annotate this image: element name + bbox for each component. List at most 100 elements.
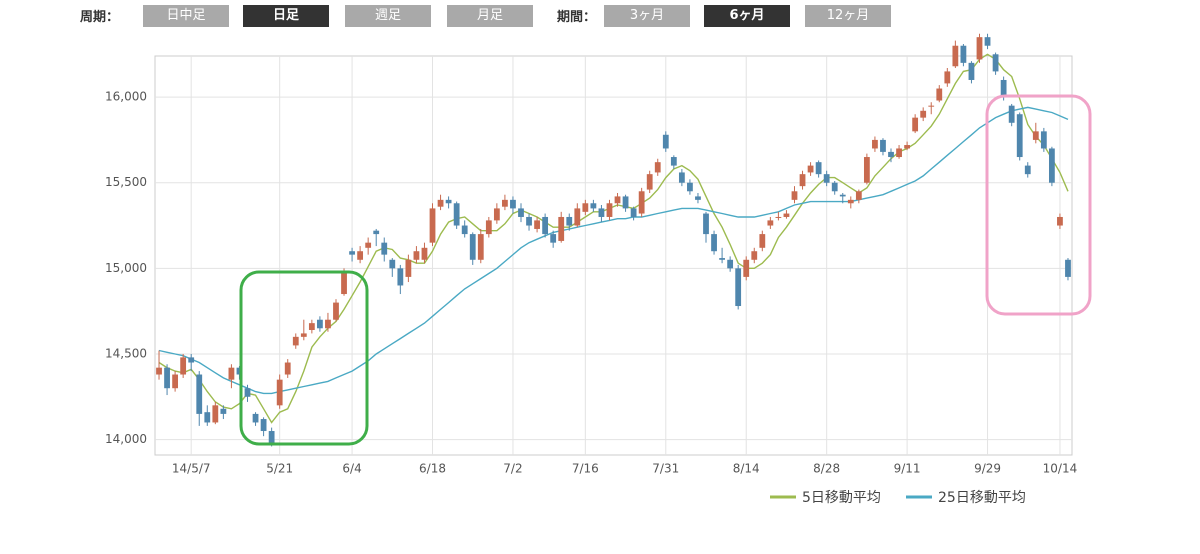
x-tick-label: 9/29 xyxy=(974,462,1001,476)
range-button[interactable]: 3ヶ月 xyxy=(604,5,690,27)
candle-body xyxy=(1065,259,1071,277)
candle-body xyxy=(220,408,227,414)
candle-body xyxy=(357,251,364,260)
candle-body xyxy=(1040,131,1047,149)
candle-body xyxy=(944,71,951,84)
candle-body xyxy=(735,268,742,307)
x-tick-label: 8/28 xyxy=(813,462,840,476)
candle-body xyxy=(670,157,677,166)
candle-body xyxy=(783,213,790,217)
candle-body xyxy=(1024,165,1031,175)
candle-body xyxy=(373,230,380,235)
candle-body xyxy=(268,431,275,444)
candle-body xyxy=(646,174,653,190)
y-tick-label: 16,000 xyxy=(105,90,147,104)
candle-body xyxy=(711,234,717,252)
candle-body xyxy=(325,319,331,329)
candle-body xyxy=(389,259,396,269)
candle-body xyxy=(815,162,822,175)
x-tick-label: 6/4 xyxy=(342,462,361,476)
candle-body xyxy=(622,196,629,209)
candle-body xyxy=(1048,148,1055,183)
candle-body xyxy=(518,208,524,217)
candle-body xyxy=(204,412,211,423)
candle-body xyxy=(566,216,573,226)
candle-body xyxy=(397,268,404,286)
candle-body xyxy=(244,388,251,397)
candle-body xyxy=(413,251,420,260)
candle-body xyxy=(743,259,750,277)
candle-body xyxy=(308,323,315,330)
candle-body xyxy=(156,367,162,375)
candle-body xyxy=(791,191,798,200)
candle-body xyxy=(606,203,613,217)
candle-body xyxy=(839,194,846,197)
candle-body xyxy=(469,234,476,260)
period-label: 周期： xyxy=(80,10,120,25)
candle-body xyxy=(855,191,862,200)
candle-body xyxy=(678,172,685,183)
candle-body xyxy=(598,208,605,217)
candle-body xyxy=(429,208,436,243)
candle-body xyxy=(896,148,902,158)
candle-body xyxy=(405,259,412,277)
candle-body xyxy=(477,234,484,260)
x-tick-label: 9/11 xyxy=(894,462,921,476)
period-button[interactable]: 週足 xyxy=(345,5,431,27)
candle-body xyxy=(284,362,291,375)
period-button[interactable]: 日足 xyxy=(243,5,329,27)
period-button[interactable]: 月足 xyxy=(447,5,533,27)
candle-body xyxy=(172,374,179,389)
candle-body xyxy=(759,234,766,248)
candle-body xyxy=(228,367,235,380)
candle-body xyxy=(526,216,532,226)
candle-body xyxy=(968,62,975,80)
candle-body xyxy=(976,37,983,60)
candle-body xyxy=(180,357,187,375)
range-button[interactable]: 6ヶ月 xyxy=(704,5,790,27)
candle-body xyxy=(654,162,661,173)
candle-body xyxy=(502,199,508,207)
candle-body xyxy=(445,199,452,204)
candle-body xyxy=(252,413,259,423)
candle-body xyxy=(164,367,170,389)
candle-body xyxy=(493,208,500,221)
moving-average-line xyxy=(158,53,1069,424)
x-tick-label: 6/18 xyxy=(419,462,446,476)
candle-body xyxy=(719,258,725,260)
candle-body xyxy=(236,367,243,375)
legend-label: 25日移動平均 xyxy=(938,490,1026,506)
period-button[interactable]: 日中足 xyxy=(143,5,229,27)
x-tick-label: 8/14 xyxy=(733,462,760,476)
candle-body xyxy=(333,302,339,320)
candle-body xyxy=(365,242,372,248)
candle-body xyxy=(485,220,492,235)
candle-body xyxy=(687,182,693,192)
y-tick-label: 15,000 xyxy=(105,261,147,275)
x-tick-label: 7/16 xyxy=(572,462,599,476)
candle-body xyxy=(1000,79,1007,98)
candle-body xyxy=(807,165,814,173)
candle-body xyxy=(381,242,388,255)
candle-body xyxy=(574,208,581,226)
candle-body xyxy=(212,405,219,423)
candle-body xyxy=(904,145,910,149)
candle-body xyxy=(992,54,999,72)
candle-body xyxy=(188,357,195,363)
candle-body xyxy=(823,174,830,183)
candle-body xyxy=(542,216,549,235)
candle-body xyxy=(590,203,597,209)
candle-body xyxy=(1057,216,1063,226)
candle-body xyxy=(349,251,355,255)
range-button[interactable]: 12ヶ月 xyxy=(805,5,891,27)
legend-label: 5日移動平均 xyxy=(802,490,881,506)
candle-body xyxy=(912,117,919,132)
x-tick-label: 7/2 xyxy=(503,462,522,476)
x-tick-label: 7/31 xyxy=(652,462,679,476)
candle-body xyxy=(695,196,701,200)
candle-body xyxy=(453,203,460,226)
candle-body xyxy=(863,157,870,183)
candle-body xyxy=(582,203,589,212)
highlight-box xyxy=(985,94,1092,316)
